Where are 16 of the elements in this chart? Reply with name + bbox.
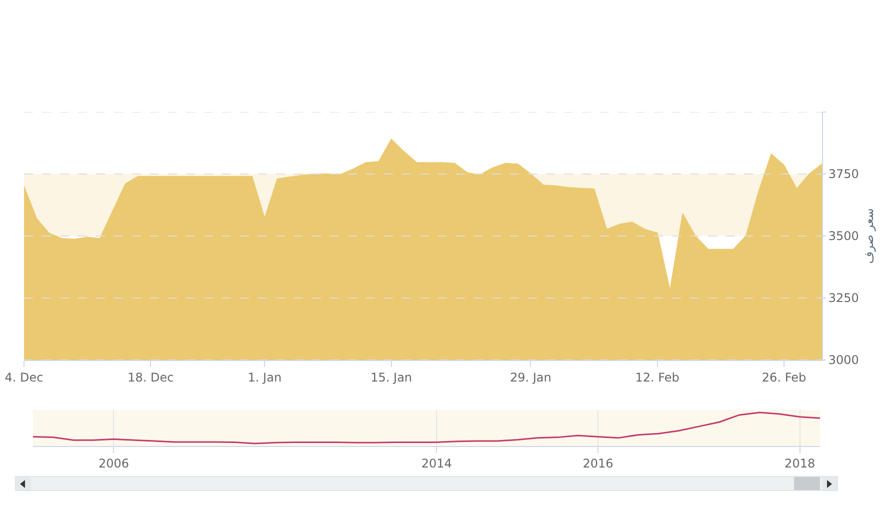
x-tick-label: 4. Dec <box>4 370 44 384</box>
x-tick-label: 15. Jan <box>370 370 412 384</box>
y-tick-label: 3250 <box>828 291 859 306</box>
x-tick-label: 29. Jan <box>510 370 552 384</box>
x-tick-label: 18. Dec <box>128 370 174 384</box>
x-tick-label: 1. Jan <box>248 370 282 384</box>
x-tick-label: 12. Feb <box>635 370 680 384</box>
x-tick-label: 2018 <box>784 456 816 470</box>
x-tick-label: 2016 <box>582 456 614 470</box>
y-axis-title: سعر صرف <box>862 208 876 264</box>
y-tick-label: 3500 <box>828 229 859 244</box>
x-tick-label: 26. Feb <box>762 370 806 384</box>
x-tick-label: 2014 <box>421 456 452 470</box>
x-tick-label: 2006 <box>98 456 129 470</box>
y-tick-label: 3000 <box>828 353 859 368</box>
y-tick-label: 3750 <box>828 167 859 182</box>
